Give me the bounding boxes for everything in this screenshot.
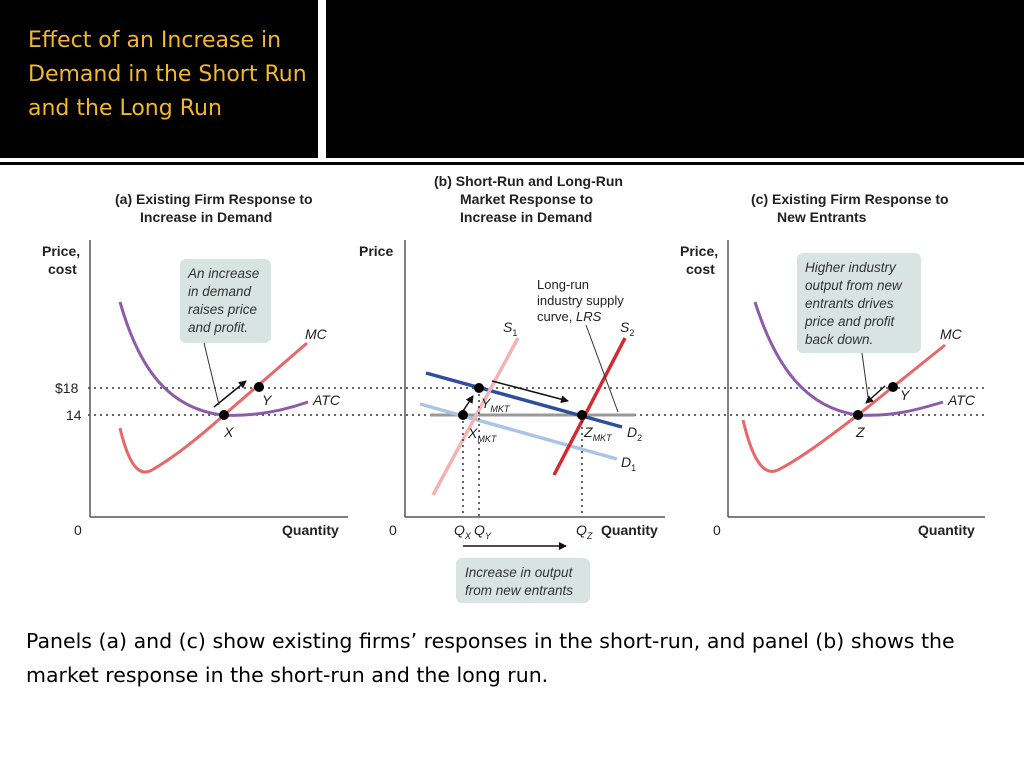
panel-b-lrs-label-3: curve, LRS — [537, 309, 602, 324]
panel-c-point-y — [888, 382, 898, 392]
header-bar — [326, 0, 1024, 158]
panel-b-s1-curve — [431, 337, 520, 496]
panel-c-mc-label: MC — [940, 326, 963, 342]
panel-b-x-label: Quantity — [601, 522, 658, 538]
panel-b-point-x-mkt — [458, 410, 468, 420]
panel-b-y-label: Price — [359, 243, 393, 259]
panel-b-note-2: from new entrants — [465, 583, 573, 598]
panel-b-lrs-leader — [585, 324, 619, 413]
price-18-label: $18 — [55, 380, 79, 396]
panel-c-arrow — [865, 385, 886, 404]
panel-c-atc-curve — [753, 301, 944, 417]
slide-caption: Panels (a) and (c) show existing firms’ … — [26, 629, 955, 687]
panel-c-note-box — [797, 253, 921, 353]
panel-a-x-label: Quantity — [282, 522, 339, 538]
panel-b-qy-label: QY — [474, 522, 492, 541]
panel-b: (b) Short-Run and Long-Run Market Respon… — [359, 173, 665, 603]
panel-b-note-1: Increase in output — [465, 565, 574, 580]
panel-a-note-3: raises price — [188, 302, 257, 317]
panel-c-mc-curve — [741, 343, 946, 473]
panel-c-y-label-2: cost — [686, 261, 715, 277]
panel-a-note-2: in demand — [188, 284, 252, 299]
panel-c-x-label: Quantity — [918, 522, 975, 538]
panel-c-note-1: Higher industry — [805, 260, 897, 275]
panel-c-point-z — [853, 410, 863, 420]
panel-a: (a) Existing Firm Response to Increase i… — [42, 191, 348, 538]
panel-b-d1-curve — [419, 402, 618, 461]
panel-b-long-run-arrow — [491, 380, 569, 404]
panel-b-qz-label: QZ — [576, 522, 593, 541]
panel-a-mc-curve — [118, 341, 308, 474]
price-14-label: 14 — [66, 407, 82, 423]
panel-a-note-box — [180, 259, 271, 343]
panel-b-z-mkt-label: ZMKT — [583, 424, 613, 443]
panel-a-heading-2: Increase in Demand — [140, 209, 272, 225]
panel-b-origin: 0 — [389, 522, 397, 538]
panel-b-point-y-mkt — [474, 383, 484, 393]
panel-b-qx-label: QX — [454, 522, 472, 541]
panel-a-heading-1: (a) Existing Firm Response to — [115, 191, 313, 207]
panel-a-point-y-label: Y — [262, 392, 273, 408]
panel-b-y-mkt-label: YMKT — [481, 395, 511, 414]
panel-c-note-4: price and profit — [804, 314, 896, 329]
panel-a-mc-label: MC — [305, 326, 328, 342]
panel-b-note-box — [456, 558, 590, 603]
panel-c-note-5: back down. — [805, 332, 873, 347]
panel-c-atc-label: ATC — [947, 392, 976, 408]
panel-c: (c) Existing Firm Response to New Entran… — [680, 191, 985, 538]
panel-a-point-x-label: X — [223, 424, 234, 440]
panel-a-atc-label: ATC — [312, 392, 341, 408]
panel-a-atc-curve — [118, 301, 309, 417]
panel-a-origin: 0 — [74, 522, 82, 538]
panel-a-note-leader — [203, 342, 220, 406]
panel-a-point-x — [219, 410, 229, 420]
panel-a-note-4: and profit. — [188, 320, 248, 335]
panel-a-point-y — [254, 382, 264, 392]
panel-c-heading-2: New Entrants — [777, 209, 867, 225]
panel-b-short-run-arrow — [462, 395, 474, 412]
panel-c-point-y-label: Y — [900, 387, 911, 403]
panel-b-s1-label: S1 — [503, 319, 517, 338]
panel-c-heading-1: (c) Existing Firm Response to — [751, 191, 949, 207]
panel-c-note-leader — [861, 352, 869, 398]
panel-c-y-label-1: Price, — [680, 243, 718, 259]
slide-title: Effect of an Increase in Demand in the S… — [28, 28, 307, 121]
panel-a-y-label-2: cost — [48, 261, 77, 277]
panel-b-s2-label: S2 — [620, 319, 634, 338]
panel-b-point-z-mkt — [577, 410, 587, 420]
panel-c-point-z-label: Z — [855, 424, 865, 440]
panel-b-lrs-label-1: Long-run — [537, 277, 589, 292]
panel-b-s2-curve — [552, 337, 627, 476]
panel-c-note-2: output from new — [805, 278, 903, 293]
panel-b-lrs-label-2: industry supply — [537, 293, 624, 308]
panel-b-d1-label: D1 — [621, 454, 636, 473]
panel-b-heading-3: Increase in Demand — [460, 209, 592, 225]
panel-b-x-mkt-label: XMKT — [467, 425, 498, 444]
panel-b-heading-2: Market Response to — [460, 191, 593, 207]
panel-b-d2-curve — [425, 371, 623, 429]
panel-b-d2-label: D2 — [627, 424, 642, 443]
panel-c-note-3: entrants drives — [805, 296, 894, 311]
panel-c-origin: 0 — [713, 522, 721, 538]
header-divider — [0, 162, 1024, 165]
panel-a-y-label-1: Price, — [42, 243, 80, 259]
panel-a-arrow — [213, 380, 247, 408]
panel-a-note-1: An increase — [187, 266, 259, 281]
panel-b-heading-1: (b) Short-Run and Long-Run — [434, 173, 623, 189]
title-bar — [0, 0, 318, 158]
